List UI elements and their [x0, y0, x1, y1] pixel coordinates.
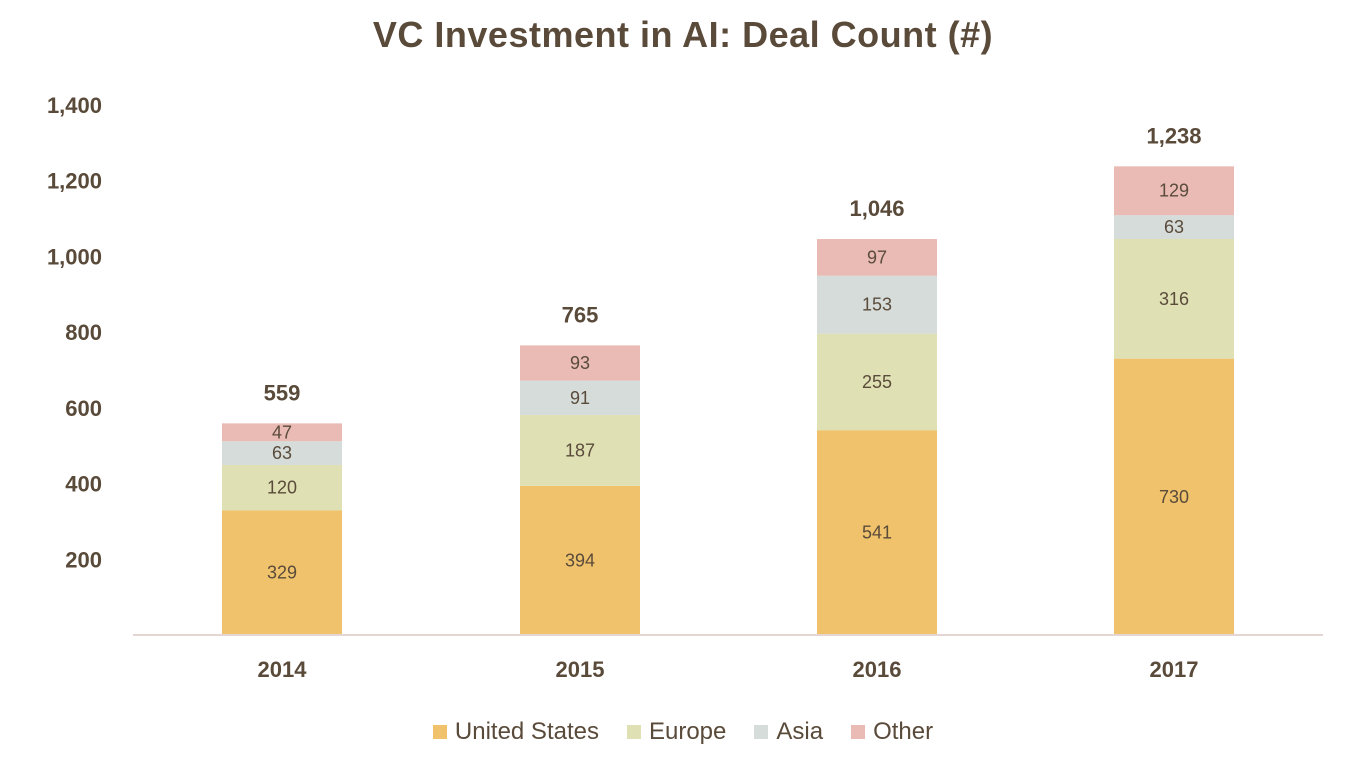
legend-item: Other: [851, 718, 933, 746]
legend-label: Europe: [648, 718, 727, 745]
legend-swatch: [432, 725, 447, 739]
bar-segment: [817, 333, 937, 431]
bar-segment: [817, 275, 937, 334]
bars: [222, 166, 1234, 635]
data-label: 97: [867, 247, 887, 267]
bar-segment: [222, 465, 342, 511]
legend-swatch: [754, 725, 769, 739]
data-label: 329: [267, 563, 297, 583]
bar-segment: [1114, 215, 1234, 240]
y-tick-label: 1,400: [47, 93, 102, 118]
data-label: 91: [570, 388, 590, 408]
data-label: 120: [267, 478, 297, 498]
bar-segment: [520, 345, 640, 381]
legend-item: Asia: [754, 718, 823, 746]
data-label: 541: [862, 523, 892, 543]
y-tick-label: 800: [65, 320, 102, 345]
total-label: 765: [562, 302, 599, 327]
data-label: 730: [1159, 487, 1189, 507]
total-labels: 559 765 1,046 1,238: [264, 123, 1202, 405]
segment-labels: 3291206347394187919354125515397730316631…: [267, 181, 1189, 583]
bar-segment: [520, 415, 640, 486]
data-label: 187: [565, 440, 595, 460]
data-label: 93: [570, 353, 590, 373]
x-axis-ticks: 2014 2015 2016 2017: [258, 657, 1199, 682]
x-tick-label: 2014: [258, 657, 308, 682]
bar-segment: [817, 239, 937, 276]
bar-segment: [1114, 166, 1234, 216]
bar-segment: [1114, 239, 1234, 359]
data-label: 63: [1164, 217, 1184, 237]
chart-title: VC Investment in AI: Deal Count (#): [372, 14, 994, 55]
bar-segment: [222, 441, 342, 466]
y-tick-label: 1,200: [47, 169, 102, 194]
y-tick-label: 400: [65, 472, 102, 497]
data-label: 63: [272, 443, 292, 463]
data-label: 316: [1159, 289, 1189, 309]
total-label: 1,238: [1146, 123, 1201, 148]
data-label: 129: [1159, 181, 1189, 201]
x-tick-label: 2015: [556, 657, 605, 682]
bar-segment: [520, 485, 640, 635]
total-label: 1,046: [849, 196, 904, 221]
data-label: 47: [272, 422, 292, 442]
legend-label: United States: [454, 718, 599, 745]
data-label: 394: [565, 550, 595, 570]
x-tick-label: 2017: [1150, 657, 1199, 682]
data-label: 153: [862, 295, 892, 315]
legend-item: United States: [432, 718, 599, 746]
total-label: 559: [264, 380, 301, 405]
x-tick-label: 2016: [853, 657, 902, 682]
legend-label: Asia: [776, 718, 824, 745]
bar-segment: [1114, 358, 1234, 635]
legend-label: Other: [873, 718, 934, 745]
bar-segment: [222, 510, 342, 635]
bar-segment: [817, 430, 937, 635]
bar-segment: [222, 423, 342, 442]
data-label: 255: [862, 372, 892, 392]
legend-item: Europe: [626, 718, 727, 746]
y-axis-ticks: 200 400 600 800 1,000 1,200 1,400: [47, 93, 102, 572]
legend-swatch: [626, 725, 641, 739]
y-tick-label: 200: [65, 547, 102, 572]
y-tick-label: 1,000: [47, 244, 102, 269]
bar-segment: [520, 380, 640, 416]
legend-swatch: [851, 725, 866, 739]
legend: United States Europe Asia Other: [0, 718, 1366, 746]
y-tick-label: 600: [65, 396, 102, 421]
